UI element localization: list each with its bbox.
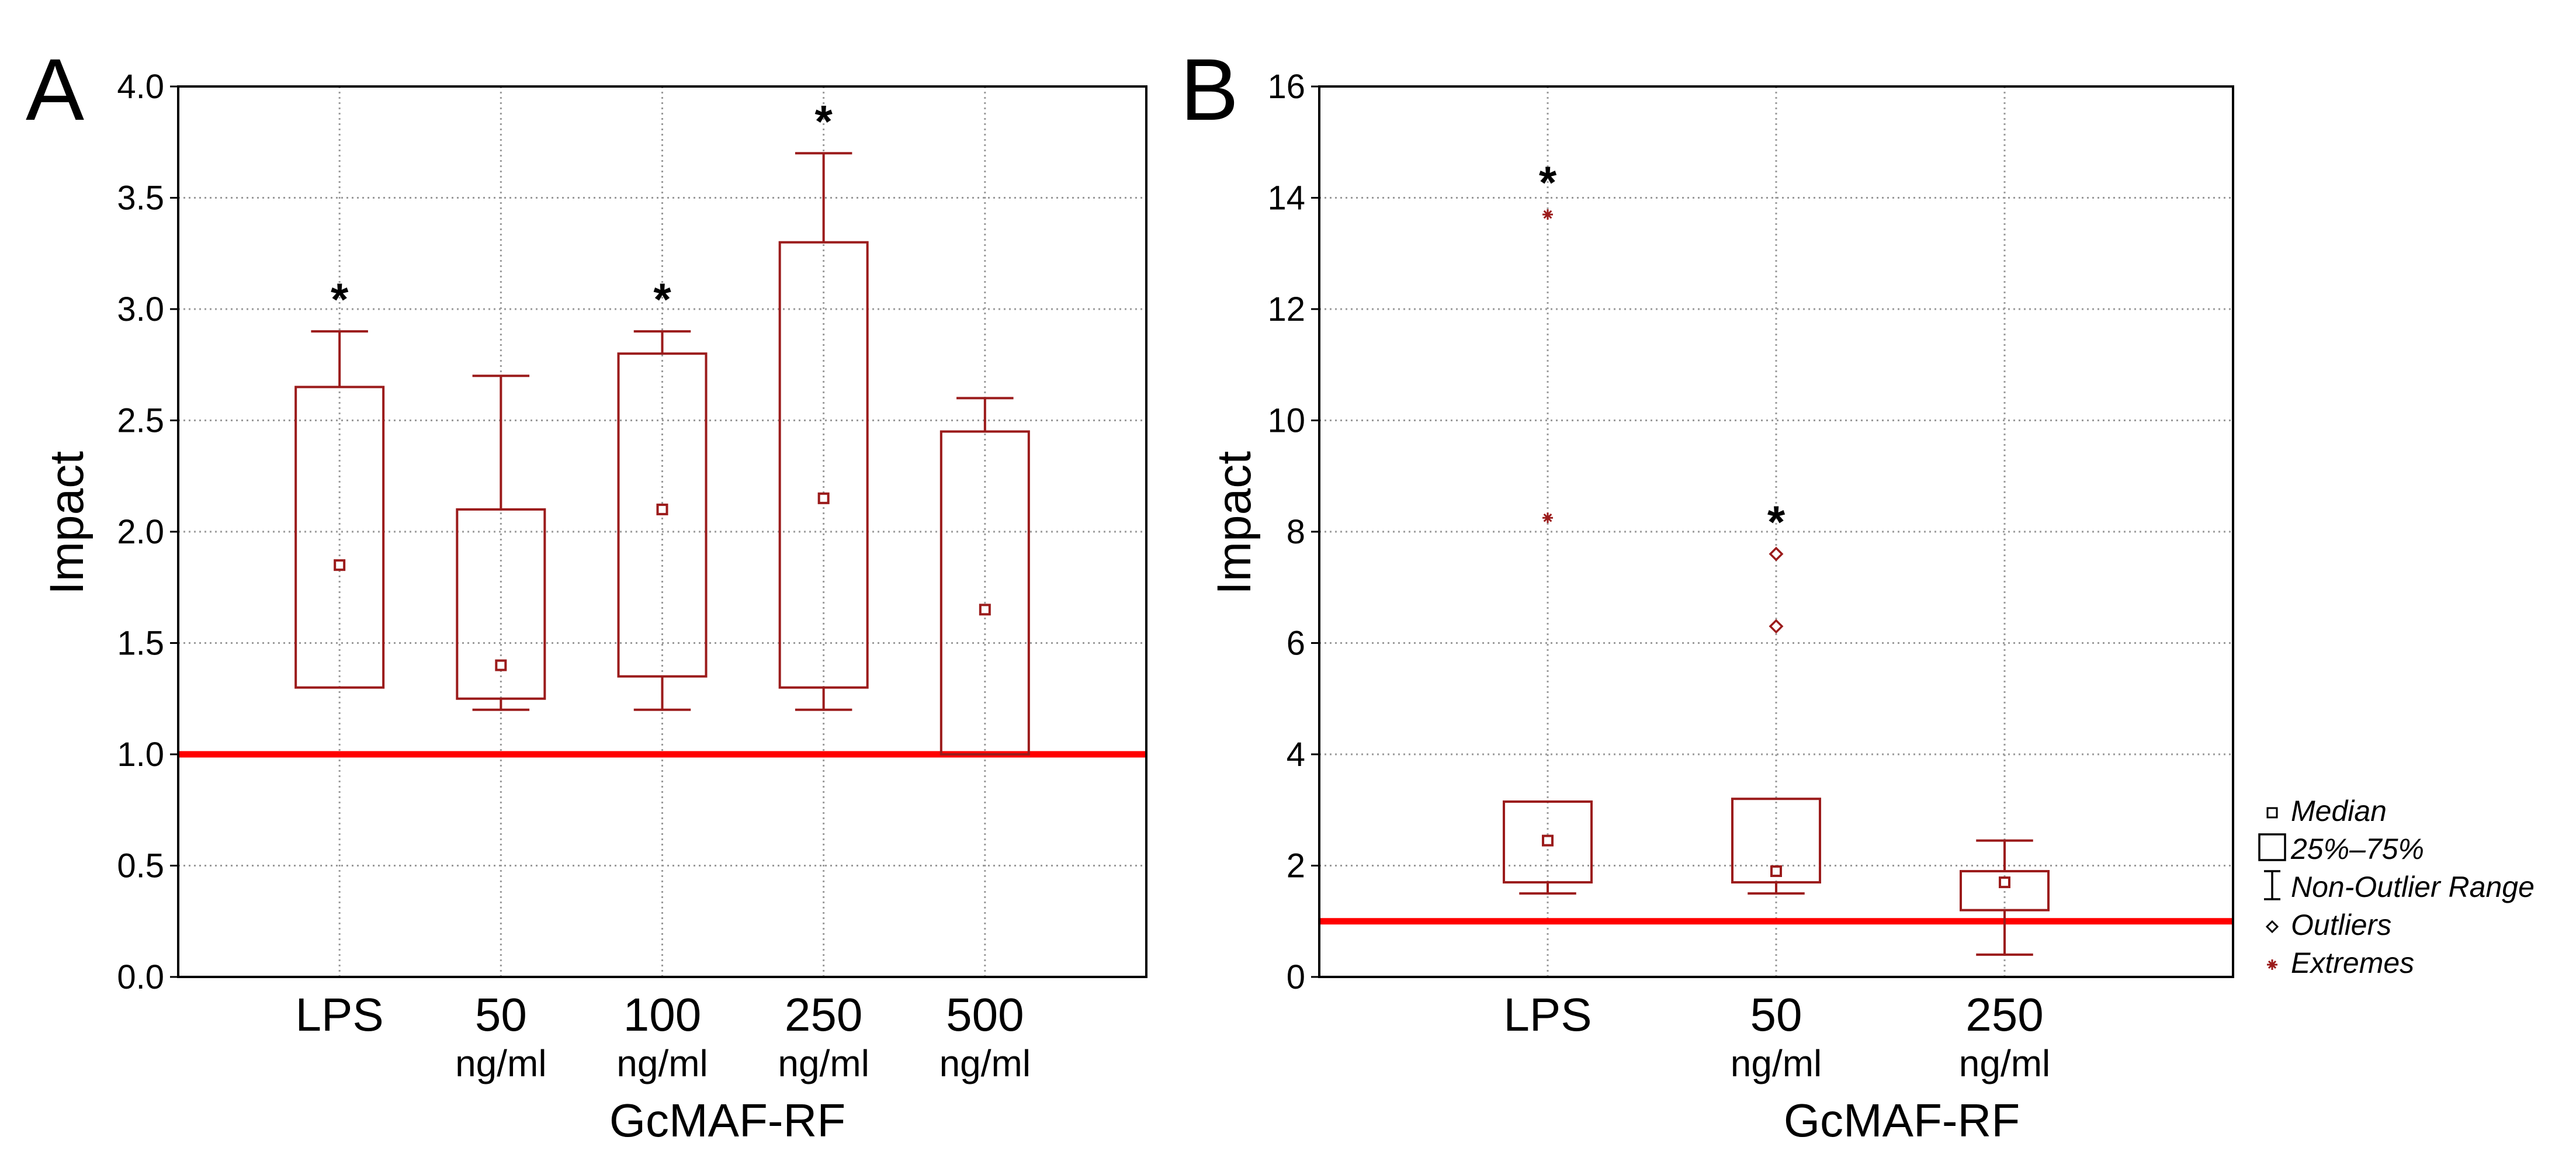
significance-asterisk: * [653, 273, 671, 325]
median-marker [495, 659, 507, 671]
panel-a-xlabel: GcMAF-RF [609, 1094, 845, 1146]
y-tick-label: 2.5 [117, 402, 164, 440]
y-tick-label: 3.5 [117, 179, 164, 217]
box-plot-2: * [1731, 496, 1821, 895]
y-tick-label: 0.0 [117, 958, 164, 996]
outlier-point [1769, 619, 1784, 634]
extreme-point [1542, 209, 1553, 220]
significance-asterisk: * [1539, 157, 1557, 208]
box-iqr [1960, 870, 2050, 911]
category-label: LPS [1503, 989, 1592, 1041]
median-marker [1542, 834, 1554, 847]
y-tick-label: 6 [1287, 625, 1305, 663]
significance-asterisk: * [814, 95, 833, 147]
category-label: 500 [946, 989, 1024, 1041]
significance-asterisk: * [331, 273, 349, 325]
category-label: 100 [623, 989, 701, 1041]
panel-b-xlabel: GcMAF-RF [1784, 1094, 2020, 1146]
legend-label: Median [2291, 795, 2387, 827]
category-label: 50 [475, 989, 527, 1041]
category-sublabel: ng/ml [1959, 1042, 2051, 1084]
box-iqr [1503, 800, 1593, 884]
box-iqr [778, 241, 869, 689]
box-iqr [617, 352, 708, 678]
legend-box-symbol [2258, 833, 2286, 861]
box-plot-3 [1960, 839, 2050, 956]
legend-whisker-symbol [2264, 870, 2280, 900]
y-tick-label: 4 [1287, 736, 1305, 774]
category-label: 250 [1965, 989, 2043, 1041]
y-tick-label: 10 [1267, 402, 1305, 440]
legend-label: 25%–75% [2290, 833, 2424, 865]
panel-a-label: A [26, 40, 84, 138]
median-marker [334, 559, 346, 571]
legend: Median 25%–75% Non-Outlier Range Outliers Ex… [2258, 795, 2535, 979]
median-marker [656, 503, 668, 515]
y-tick-label: 2 [1287, 847, 1305, 885]
box-plot-4: * [778, 95, 869, 711]
y-tick-label: 0.5 [117, 847, 164, 885]
category-sublabel: ng/ml [939, 1042, 1031, 1084]
plot-frame [1318, 85, 2234, 978]
median-marker [817, 492, 830, 504]
y-tick-label: 16 [1267, 68, 1305, 106]
legend-label: Extremes [2291, 947, 2414, 979]
box-plot-1: * [1503, 157, 1593, 895]
category-label: 250 [785, 989, 862, 1041]
y-tick-label: 1.0 [117, 736, 164, 774]
median-marker [979, 604, 991, 616]
legend-outlier-symbol [2265, 920, 2279, 934]
category-label: LPS [296, 989, 384, 1041]
y-tick-label: 12 [1267, 290, 1305, 328]
box-plot-1: * [294, 273, 385, 689]
panel-b-ylabel: Impact [1208, 451, 1261, 595]
box-plot-5 [939, 397, 1030, 755]
median-marker [1999, 876, 2010, 889]
panel-a: A Impact GcMAF-RF 0.0 0.5 1.0 1.5 2.0 2.5 3.0 3… [26, 40, 1147, 1146]
y-tick-label: 4.0 [117, 68, 164, 106]
y-tick-label: 8 [1287, 513, 1305, 551]
extreme-point [1542, 512, 1553, 524]
legend-median-symbol [2266, 807, 2278, 819]
median-marker [1770, 865, 1782, 878]
y-tick-label: 3.0 [117, 290, 164, 328]
plot-frame [177, 85, 1147, 978]
panel-b-label: B [1180, 40, 1239, 138]
box-iqr [456, 508, 546, 700]
y-tick-label: 1.5 [117, 625, 164, 663]
y-tick-label: 0 [1287, 958, 1305, 996]
legend-extreme-symbol [2267, 959, 2277, 970]
legend-label: Non-Outlier Range [2291, 871, 2535, 903]
category-label: 50 [1750, 989, 1802, 1041]
panel-b: B Impact GcMAF-RF 0246810121416*LPS*50ng… [1180, 40, 2535, 1146]
panel-a-ylabel: Impact [40, 451, 93, 595]
category-sublabel: ng/ml [778, 1042, 869, 1084]
box-iqr [294, 386, 385, 689]
category-sublabel: ng/ml [616, 1042, 708, 1084]
category-sublabel: ng/ml [455, 1042, 547, 1084]
y-tick-label: 14 [1267, 179, 1305, 217]
box-iqr [1731, 798, 1821, 884]
outlier-point [1769, 546, 1784, 561]
box-plot-2 [456, 375, 546, 711]
box-iqr [939, 430, 1030, 755]
y-tick-label: 2.0 [117, 513, 164, 551]
category-sublabel: ng/ml [1731, 1042, 1822, 1084]
box-plot-3: * [617, 273, 708, 711]
legend-label: Outliers [2291, 909, 2391, 941]
significance-asterisk: * [1767, 496, 1785, 547]
